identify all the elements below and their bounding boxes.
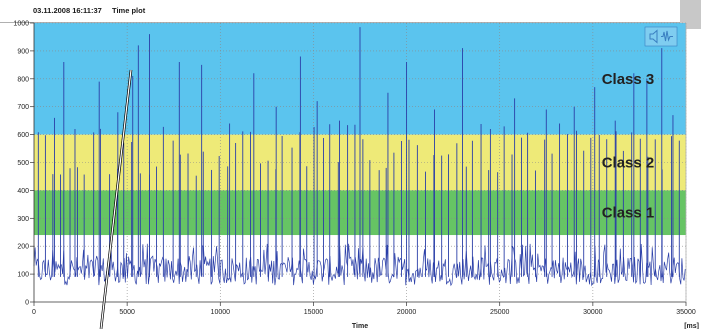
- y-tick-label: 400: [17, 188, 29, 195]
- y-tick-label: 1000: [13, 21, 29, 28]
- scrollbar-corner[interactable]: [680, 0, 701, 29]
- annotations: [99, 26, 678, 329]
- x-tick-label: 0: [32, 309, 36, 316]
- timestamp-label: 03.11.2008 16:11:37: [33, 6, 102, 15]
- y-tick-label: 100: [17, 272, 29, 279]
- y-tick-label: 200: [17, 244, 29, 251]
- class-label-3: Class 3: [602, 71, 655, 88]
- x-tick-label: 10000: [211, 309, 231, 316]
- class-label-2: Class 2: [602, 155, 655, 172]
- x-tick-label: 25000: [490, 309, 510, 316]
- x-tick-label: 20000: [397, 309, 417, 316]
- y-tick-label: 0: [25, 300, 29, 307]
- pointer-line: [100, 69, 132, 329]
- class-label-1: Class 1: [602, 205, 655, 222]
- y-tick-label: 600: [17, 132, 29, 139]
- y-tick-label: 500: [17, 160, 29, 167]
- signal-series: [33, 27, 686, 287]
- x-tick-label: 30000: [583, 309, 603, 316]
- speaker-icon[interactable]: [644, 26, 678, 47]
- x-tick-label: 35000: [676, 309, 696, 316]
- x-axis-unit: [ms]: [684, 323, 699, 329]
- x-tick-label: 5000: [119, 309, 135, 316]
- plot-title: Time plot: [112, 6, 146, 15]
- y-tick-label: 800: [17, 76, 29, 83]
- x-axis-title: Time: [352, 323, 368, 329]
- y-tick-label: 900: [17, 48, 29, 55]
- header-divider: [0, 22, 680, 23]
- grid-lines: [34, 22, 687, 302]
- y-tick-label: 300: [17, 216, 29, 223]
- y-tick-label: 700: [17, 104, 29, 111]
- class-labels: Class 3 Class 2 Class 1: [602, 71, 655, 222]
- plot-header: 03.11.2008 16:11:37 Time plot: [0, 0, 701, 22]
- x-tick-label: 15000: [304, 309, 324, 316]
